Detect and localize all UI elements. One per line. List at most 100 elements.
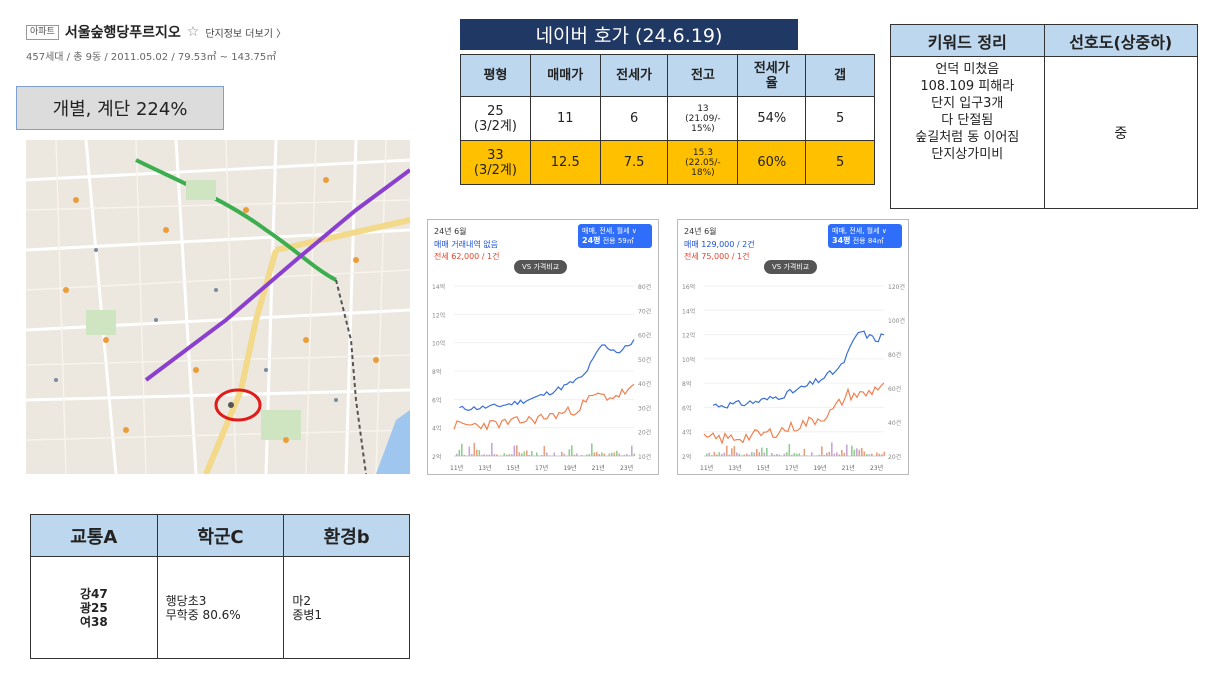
volume-bar	[511, 454, 513, 456]
volume-bar	[561, 451, 563, 456]
volume-bar	[571, 445, 573, 456]
x-tick-label: 11년	[700, 464, 713, 472]
keyword-line: 숲길처럼 동 이어짐	[915, 130, 1020, 145]
x-tick-label: 19년	[813, 464, 826, 472]
volume-bar	[831, 442, 833, 456]
y-left-tick-label: 16억	[682, 283, 695, 291]
jeonse-price-line	[453, 383, 635, 431]
cell-jeonse: 7.5	[599, 140, 669, 185]
volume-bar	[868, 454, 871, 456]
volume-bar	[716, 454, 718, 456]
volume-bar	[813, 455, 816, 456]
volume-bar	[858, 449, 861, 456]
x-tick-label: 23년	[620, 464, 633, 472]
size-label: 34평 전용 84㎡	[832, 236, 898, 246]
cell-gap: 5	[805, 140, 875, 185]
volume-bar	[821, 446, 823, 456]
preference-value: 중	[1043, 56, 1199, 209]
floor-area-ratio-box: 개별, 계단 224%	[16, 86, 224, 130]
keyword-line: 언덕 미쳤음	[935, 62, 1000, 77]
volume-bar	[806, 455, 808, 456]
trade-type-dropdown[interactable]: 매매, 전세, 월세 ∨ 24평 전용 59㎡	[578, 224, 652, 248]
volume-bar	[841, 449, 843, 456]
volume-bar	[576, 453, 578, 456]
y-right-tick-label: 30건	[638, 404, 651, 412]
cell-high: 13 (21.09/- 15%)	[667, 96, 739, 141]
cell-type: 25 (3/2계)	[460, 96, 531, 141]
x-tick-label: 15년	[757, 464, 770, 472]
col-header-rate: 전세가 율	[737, 54, 807, 97]
table-row: 25 (3/2계) 11 6 13 (21.09/- 15%) 54% 5	[460, 96, 875, 141]
vs-compare-button[interactable]: VS 가격비교	[514, 260, 568, 274]
location-map[interactable]	[26, 140, 410, 474]
volume-bar	[878, 453, 881, 456]
apartment-name: 서울숲행당푸르지오	[64, 25, 181, 41]
evaluation-row: 강47 광25 여38 행당초3 무학중 80.6% 마2 종병1	[30, 556, 410, 659]
volume-bar	[518, 452, 521, 456]
vs-compare-button[interactable]: VS 가격비교	[764, 260, 818, 274]
chart-sale-info: 매매 거래내역 없음	[434, 240, 498, 249]
keyword-line: 다 단절됨	[941, 113, 994, 128]
volume-bar	[461, 443, 463, 456]
volume-bar	[866, 454, 868, 456]
volume-bar	[626, 453, 628, 456]
asking-price-table: 평형 매매가 전세가 전고 전세가 율 갭 25 (3/2계) 11 6 13 …	[460, 54, 875, 185]
volume-bar	[856, 448, 858, 456]
volume-bar	[753, 452, 756, 456]
volume-bar	[618, 453, 621, 456]
y-right-tick-label: 40건	[638, 380, 651, 388]
volume-bar	[883, 451, 886, 456]
volume-bar	[833, 453, 836, 456]
complex-info-more-link[interactable]: 단지정보 더보기 〉	[205, 28, 287, 40]
volume-bar	[791, 454, 793, 456]
favorite-star-icon[interactable]: ☆	[186, 24, 200, 40]
price-trend-plot: 14억 12억 10억 8억 6억 4억 2억 80건 70건 60건 50건 40건 30건 20건 10…	[432, 283, 651, 472]
chart-period: 24년 6월	[684, 227, 717, 236]
y-left-tick-label: 14억	[682, 307, 695, 315]
volume-bar	[508, 454, 511, 456]
trade-type-dropdown[interactable]: 매매, 전세, 월세 ∨ 34평 전용 84㎡	[828, 224, 902, 248]
cell-type-text: 25 (3/2계)	[473, 103, 517, 134]
volume-bar	[871, 453, 873, 456]
volume-bar	[598, 454, 601, 456]
volume-bar	[608, 453, 611, 456]
volume-bar	[748, 454, 751, 456]
x-tick-label: 17년	[535, 464, 548, 472]
volume-bar	[711, 455, 713, 456]
jeonse-price-line	[703, 382, 885, 445]
table-row-highlight: 33 (3/2계) 12.5 7.5 15.3 (22.05/- 18%) 60…	[460, 140, 875, 185]
volume-bar	[758, 452, 761, 456]
cell-high-text: 15.3 (22.05/- 18%)	[685, 147, 721, 178]
volume-bar	[881, 454, 883, 456]
volume-bar	[706, 453, 708, 456]
volume-bar	[811, 452, 813, 456]
transport-cell: 강47 광25 여38	[30, 556, 158, 659]
environment-text: 마2 종병1	[292, 593, 323, 622]
volume-bar	[601, 452, 603, 456]
volume-bar	[523, 451, 526, 456]
keyword-header-row: 키워드 정리 선호도(상중하)	[890, 24, 1199, 57]
price-chart-34: 24년 6월 매매 129,000 / 2건 전세 75,000 / 1건 매매…	[677, 219, 909, 475]
chart-sale-info: 매매 129,000 / 2건	[684, 240, 755, 249]
volume-bar	[763, 452, 766, 456]
y-right-tick-label: 100건	[888, 317, 905, 325]
keyword-table: 키워드 정리 선호도(상중하) 언덕 미쳤음 108.109 피해라 단지 입구…	[890, 24, 1199, 209]
cell-rate: 60%	[737, 140, 807, 185]
y-right-tick-label: 20건	[638, 429, 651, 437]
volume-bar	[733, 446, 736, 456]
x-tick-label: 11년	[450, 464, 463, 472]
asking-price-header-row: 평형 매매가 전세가 전고 전세가 율 갭	[460, 54, 875, 97]
volume-bar	[861, 447, 863, 456]
volume-bar	[488, 454, 491, 456]
volume-bar	[846, 444, 848, 456]
keyword-line: 단지상가미비	[931, 147, 1004, 162]
volume-bar	[483, 454, 486, 456]
volume-bar	[586, 454, 588, 456]
school-text: 행당초3 무학중 80.6%	[165, 593, 241, 622]
y-right-tick-label: 70건	[638, 307, 651, 315]
volume-bar	[531, 450, 533, 456]
volume-bar	[836, 452, 838, 456]
volume-bar	[726, 445, 728, 456]
volume-bar	[616, 450, 618, 456]
y-left-tick-label: 2억	[432, 453, 441, 461]
